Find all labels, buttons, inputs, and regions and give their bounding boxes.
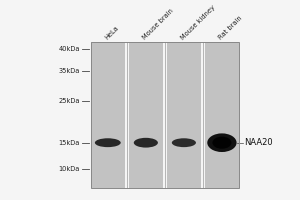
Text: Rat brain: Rat brain <box>218 15 244 41</box>
Ellipse shape <box>212 137 232 149</box>
Text: 35kDa: 35kDa <box>59 68 80 74</box>
Bar <box>205 42 239 188</box>
Bar <box>167 42 201 188</box>
Text: NAA20: NAA20 <box>244 138 273 147</box>
Bar <box>91 42 125 188</box>
Ellipse shape <box>134 138 158 148</box>
Text: Mouse brain: Mouse brain <box>142 8 175 41</box>
Text: 15kDa: 15kDa <box>59 140 80 146</box>
Text: 10kDa: 10kDa <box>59 166 80 172</box>
Ellipse shape <box>172 138 196 147</box>
Ellipse shape <box>207 133 237 152</box>
Ellipse shape <box>95 138 121 147</box>
Text: 40kDa: 40kDa <box>59 46 80 52</box>
Bar <box>129 42 163 188</box>
Text: HeLa: HeLa <box>103 25 120 41</box>
Text: Mouse kidney: Mouse kidney <box>180 4 216 41</box>
Text: 25kDa: 25kDa <box>59 98 80 104</box>
Bar <box>91 42 239 188</box>
